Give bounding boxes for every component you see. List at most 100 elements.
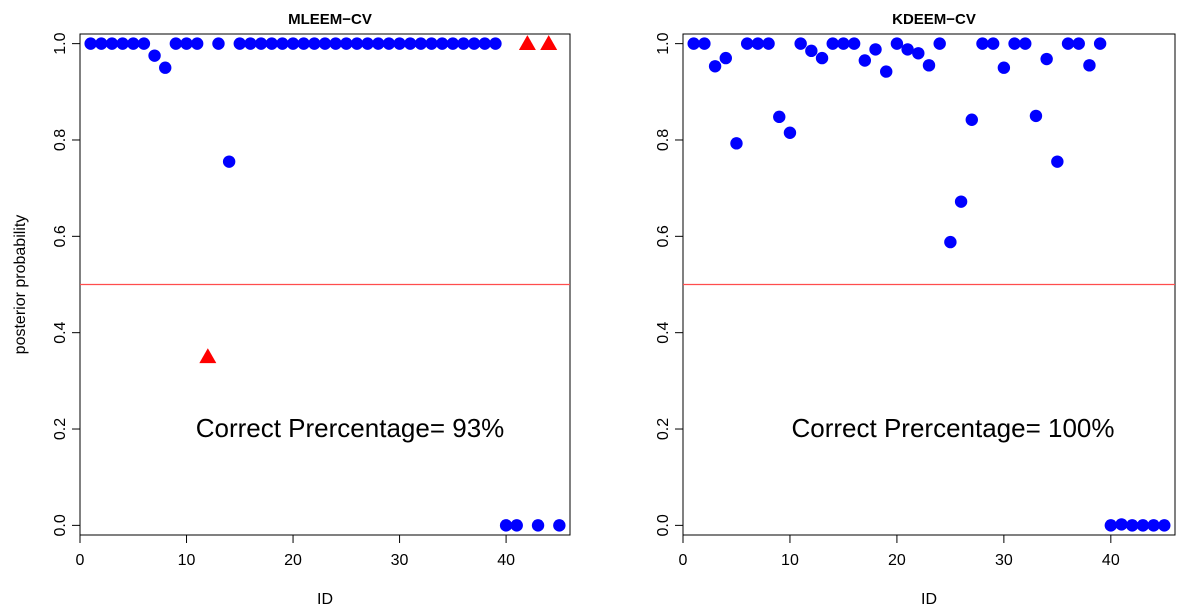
x-axis-label: ID	[921, 591, 937, 608]
circle-point	[212, 37, 225, 50]
circle-point	[361, 37, 374, 50]
y-axis-label: posterior probability	[12, 215, 29, 355]
circle-point	[414, 37, 428, 50]
circle-point	[805, 44, 818, 58]
x-axis-label: ID	[317, 591, 333, 608]
circle-point	[1158, 519, 1171, 532]
circle-point	[446, 37, 460, 50]
circle-point	[997, 61, 1011, 74]
x-tick-label: 20	[284, 552, 302, 569]
circle-point	[404, 37, 417, 50]
y-tick-label: 0.6	[655, 225, 672, 247]
circle-point	[922, 59, 936, 72]
circle-point	[1115, 518, 1128, 531]
circle-point	[880, 65, 893, 78]
circle-point	[698, 37, 711, 50]
circle-point	[84, 37, 97, 50]
circle-point	[1136, 519, 1150, 532]
circle-point	[95, 37, 108, 50]
circle-point	[425, 37, 438, 50]
circle-point	[254, 37, 268, 50]
circle-point	[826, 37, 839, 50]
triangle-point	[199, 348, 217, 364]
circle-point	[382, 37, 396, 50]
circle-point	[1147, 519, 1160, 532]
y-tick-label: 0.0	[52, 514, 69, 536]
x-tick-label: 0	[679, 552, 688, 569]
x-tick-label: 10	[178, 552, 196, 569]
circle-point	[233, 37, 246, 50]
circle-point	[159, 61, 172, 74]
circle-point	[1072, 37, 1085, 50]
circle-point	[719, 51, 732, 65]
circle-point	[190, 37, 204, 50]
circle-point	[318, 37, 332, 50]
circle-point	[457, 37, 470, 50]
circle-point	[837, 37, 850, 50]
circle-point	[1104, 519, 1118, 532]
x-tick-label: 10	[781, 552, 799, 569]
circle-point	[858, 54, 872, 67]
circle-point	[890, 37, 904, 50]
correct-percentage-annotation: Correct Prercentage= 100%	[791, 413, 1114, 443]
circle-point	[222, 155, 236, 168]
circle-point	[1040, 52, 1053, 66]
x-tick-label: 30	[391, 552, 409, 569]
circle-point	[1083, 59, 1096, 72]
circle-point	[116, 37, 129, 50]
panel-mleem-cv: MLEEM−CV 0 10 20 30 40 ID 0.0 0.2 0.4 0.6 0.8 1.0 pos…	[12, 11, 571, 608]
circle-point	[180, 37, 193, 50]
circle-point	[773, 110, 786, 124]
y-tick-label: 0.2	[52, 418, 69, 440]
circle-point	[944, 235, 957, 249]
panel-kdeem-cv: KDEEM−CV 0 10 20 30 40 ID 0.0 0.2 0.4 0.6 0.8 1.0 Cor…	[655, 11, 1176, 608]
x-tick-label: 40	[1102, 552, 1120, 569]
circle-point	[297, 37, 310, 50]
circle-point	[499, 519, 513, 532]
circle-point	[467, 37, 481, 50]
circle-point	[730, 137, 743, 150]
circle-point	[933, 37, 946, 50]
y-tick-label: 0.0	[655, 514, 672, 536]
circle-point	[244, 37, 257, 50]
circle-point	[869, 43, 882, 56]
circle-point	[687, 37, 700, 50]
circle-point	[127, 37, 140, 50]
y-tick-label: 0.8	[655, 129, 672, 151]
circle-point	[169, 37, 183, 50]
y-tick-label: 1.0	[655, 32, 672, 54]
circle-point	[901, 43, 914, 56]
circle-point	[148, 49, 161, 62]
x-tick-label: 0	[76, 552, 85, 569]
circle-point	[708, 60, 722, 73]
circle-point	[435, 37, 449, 50]
circle-point	[1126, 519, 1139, 532]
circle-point	[265, 37, 278, 50]
circle-point	[847, 37, 861, 50]
circle-point	[1093, 37, 1107, 50]
circle-point	[1061, 37, 1075, 50]
y-tick-label: 0.6	[52, 225, 69, 247]
circle-point	[815, 51, 829, 65]
circle-point	[794, 37, 807, 50]
circle-point	[510, 519, 523, 532]
circle-point	[762, 37, 775, 50]
circle-point	[751, 37, 765, 50]
circle-point	[489, 37, 502, 50]
y-tick-label: 0.4	[655, 321, 672, 343]
circle-point	[1029, 109, 1043, 123]
circle-point	[329, 37, 342, 50]
correct-percentage-annotation: Correct Prercentage= 93%	[196, 413, 505, 443]
circle-point	[783, 126, 797, 139]
triangle-point	[518, 35, 536, 51]
y-tick-label: 1.0	[52, 32, 69, 54]
y-tick-label: 0.4	[52, 321, 69, 343]
x-tick-label: 20	[888, 552, 906, 569]
circle-point	[340, 37, 353, 50]
circle-point	[137, 37, 151, 50]
circle-point	[478, 37, 491, 50]
circle-point	[965, 113, 978, 126]
circle-point	[372, 37, 385, 50]
circle-point	[1019, 37, 1032, 50]
circle-point	[553, 519, 566, 532]
